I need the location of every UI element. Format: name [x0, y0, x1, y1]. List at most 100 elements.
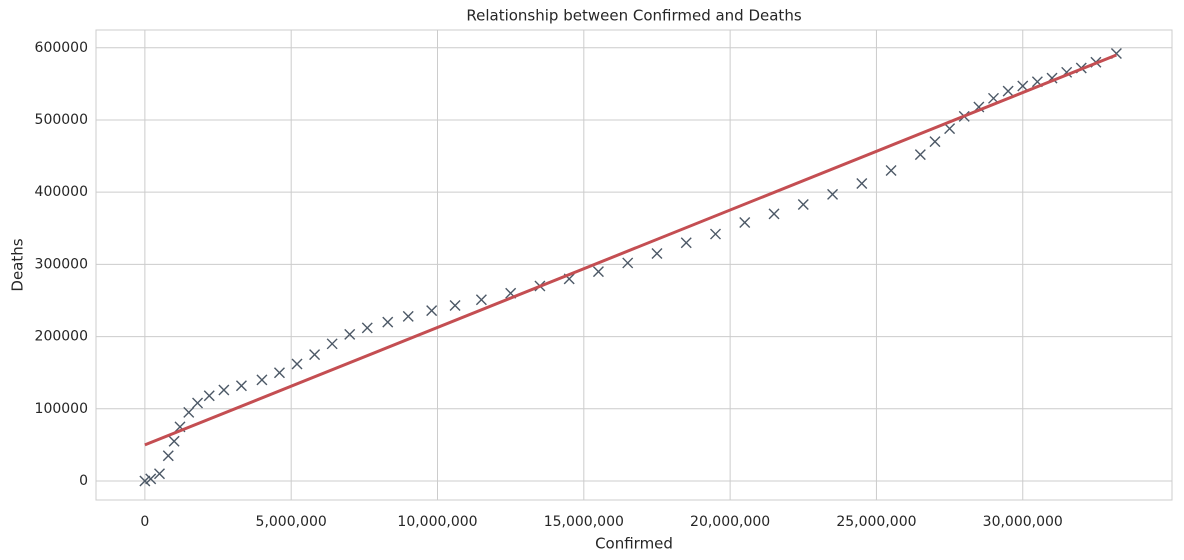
marker	[344, 328, 356, 340]
marker	[739, 217, 751, 229]
marker-stroke	[1002, 85, 1014, 97]
marker	[326, 338, 338, 350]
marker-stroke	[563, 273, 575, 285]
marker	[402, 310, 414, 322]
points	[139, 48, 1122, 487]
marker-stroke	[309, 349, 321, 361]
marker	[929, 136, 941, 148]
marker-stroke	[856, 178, 868, 190]
marker	[592, 266, 604, 278]
marker	[1002, 85, 1014, 97]
marker	[162, 450, 174, 462]
marker-stroke	[475, 294, 487, 306]
x-tick-label: 15,000,000	[544, 514, 624, 530]
marker-stroke	[680, 237, 692, 249]
marker-stroke	[622, 257, 634, 269]
marker-stroke	[914, 149, 926, 161]
y-tick-label: 300000	[35, 256, 88, 272]
marker	[475, 294, 487, 306]
x-tick-label: 20,000,000	[690, 514, 770, 530]
x-tick-label: 25,000,000	[836, 514, 916, 530]
x-tick-label: 0	[140, 514, 149, 530]
marker-stroke	[505, 287, 517, 299]
y-tick-label: 200000	[35, 329, 88, 345]
chart-title: Relationship between Confirmed and Death…	[466, 7, 801, 25]
marker	[768, 208, 780, 220]
fit-line	[144, 53, 1117, 447]
marker-stroke	[174, 421, 186, 433]
marker-stroke	[273, 367, 285, 379]
y-tick-label: 500000	[35, 112, 88, 128]
marker	[651, 248, 663, 260]
y-tick-label: 0	[79, 473, 88, 489]
x-axis-label: Confirmed	[595, 535, 673, 553]
marker	[914, 149, 926, 161]
marker-stroke	[162, 450, 174, 462]
marker-stroke	[291, 358, 303, 370]
marker-stroke	[218, 384, 230, 396]
marker	[273, 367, 285, 379]
y-axis-label: Deaths	[9, 238, 27, 291]
marker	[218, 384, 230, 396]
marker	[680, 237, 692, 249]
marker-stroke	[203, 390, 215, 402]
marker-stroke	[651, 248, 663, 260]
marker-stroke	[929, 136, 941, 148]
marker-stroke	[797, 198, 809, 210]
marker	[256, 374, 268, 386]
marker	[827, 188, 839, 200]
marker	[797, 198, 809, 210]
marker-stroke	[145, 473, 157, 485]
marker-stroke	[944, 123, 956, 135]
marker-stroke	[402, 310, 414, 322]
marker-stroke	[827, 188, 839, 200]
marker	[154, 468, 165, 480]
marker-stroke	[739, 217, 751, 229]
marker	[885, 165, 897, 177]
marker-stroke	[154, 468, 165, 480]
marker	[710, 228, 721, 240]
marker-stroke	[1031, 76, 1043, 88]
marker-stroke	[710, 228, 721, 240]
marker	[944, 123, 956, 135]
marker	[203, 390, 215, 402]
marker-stroke	[168, 435, 180, 447]
marker-stroke	[183, 406, 195, 418]
marker	[183, 406, 195, 418]
marker-stroke	[1017, 80, 1029, 92]
y-tick-label: 400000	[35, 184, 88, 200]
y-tick-label: 600000	[35, 40, 88, 56]
marker-stroke	[885, 165, 897, 177]
marker-stroke	[768, 208, 780, 220]
marker-stroke	[344, 328, 356, 340]
marker	[235, 380, 247, 392]
marker	[426, 305, 438, 317]
marker	[139, 475, 151, 487]
marker	[192, 397, 204, 409]
y-tick-label: 100000	[35, 401, 88, 417]
marker-stroke	[256, 374, 268, 386]
x-tick-label: 5,000,000	[256, 514, 327, 530]
marker	[449, 300, 461, 312]
marker	[382, 316, 394, 328]
marker-stroke	[988, 92, 999, 104]
marker	[309, 349, 321, 361]
marker	[622, 257, 634, 269]
marker	[361, 322, 373, 334]
marker-stroke	[361, 322, 373, 334]
marker-stroke	[592, 266, 604, 278]
marker	[168, 435, 180, 447]
marker	[1017, 80, 1029, 92]
marker-stroke	[382, 316, 394, 328]
marker	[291, 358, 303, 370]
plot-frame	[95, 29, 1173, 501]
marker-stroke	[139, 475, 151, 487]
marker-stroke	[449, 300, 461, 312]
marker	[856, 178, 868, 190]
marker-stroke	[426, 305, 438, 317]
marker-stroke	[192, 397, 204, 409]
x-tick-label: 30,000,000	[983, 514, 1063, 530]
x-tick-label: 10,000,000	[397, 514, 477, 530]
